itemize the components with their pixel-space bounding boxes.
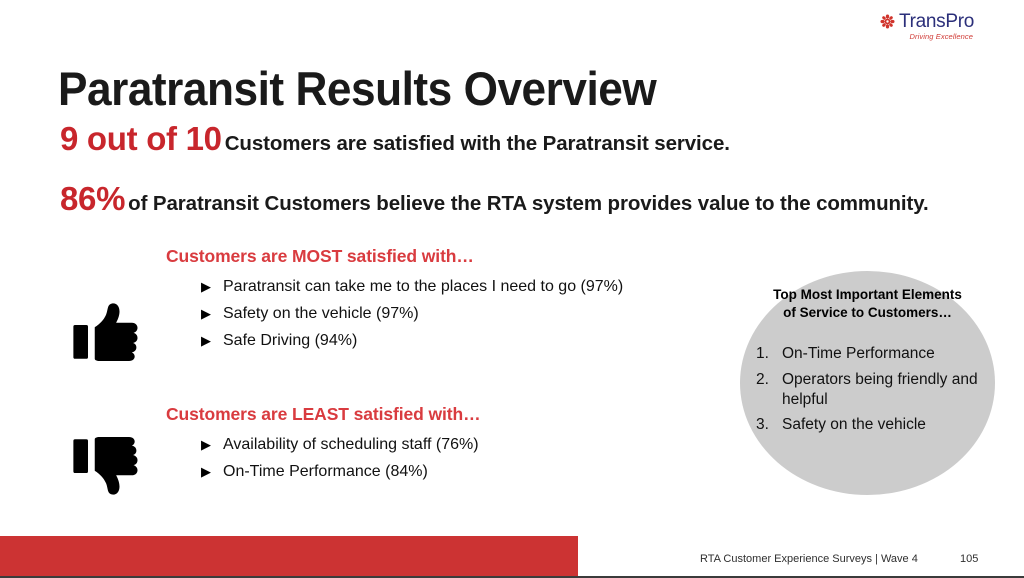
list-item: 3. Safety on the vehicle bbox=[752, 415, 985, 435]
logo-wordmark: TransPro bbox=[899, 11, 975, 32]
list-item-label: Operators being friendly and helpful bbox=[782, 370, 978, 408]
list-item-label: Availability of scheduling staff (76%) bbox=[223, 436, 479, 453]
thumbs-up-icon bbox=[70, 298, 142, 370]
triangle-bullet-icon: ▶ bbox=[201, 279, 211, 294]
least-satisfied-heading: Customers are LEAST satisfied with… bbox=[166, 404, 481, 424]
triangle-bullet-icon: ▶ bbox=[201, 333, 211, 348]
least-satisfied-block: Customers are LEAST satisfied with… ▶ Av… bbox=[166, 404, 481, 489]
stat-1-highlight: 9 out of 10 bbox=[60, 120, 222, 157]
stat-1-text: Customers are satisfied with the Paratra… bbox=[224, 132, 730, 155]
flower-gear-icon bbox=[880, 14, 895, 29]
footer-red-bar bbox=[0, 536, 578, 576]
top-elements-list: 1. On-Time Performance 2. Operators bein… bbox=[752, 344, 985, 441]
stat-line-1: 9 out of 10 Customers are satisfied with … bbox=[60, 120, 730, 158]
list-item: 1. On-Time Performance bbox=[752, 344, 985, 364]
stat-2-highlight: 86% bbox=[60, 180, 126, 217]
logo-row: TransPro bbox=[880, 12, 974, 31]
page-title: Paratransit Results Overview bbox=[58, 62, 657, 116]
list-item-label: On-Time Performance bbox=[782, 345, 935, 362]
list-item-number: 1. bbox=[756, 345, 769, 362]
most-satisfied-heading: Customers are MOST satisfied with… bbox=[166, 246, 474, 266]
list-item: ▶ Safe Driving (94%) bbox=[166, 331, 623, 350]
page-number: 105 bbox=[960, 553, 979, 565]
list-item-label: Safety on the vehicle (97%) bbox=[223, 305, 419, 322]
logo-tagline: Driving Excellence bbox=[909, 32, 974, 41]
most-satisfied-list: ▶ Paratransit can take me to the places … bbox=[166, 277, 623, 350]
footer-caption: RTA Customer Experience Surveys | Wave 4 bbox=[700, 553, 918, 565]
least-satisfied-list: ▶ Availability of scheduling staff (76%)… bbox=[166, 435, 481, 481]
list-item: ▶ Availability of scheduling staff (76%) bbox=[166, 435, 481, 454]
list-item-label: Safe Driving (94%) bbox=[223, 332, 358, 349]
stat-2-text: of Paratransit Customers believe the RTA… bbox=[128, 192, 929, 215]
triangle-bullet-icon: ▶ bbox=[201, 306, 211, 321]
list-item: ▶ On-Time Performance (84%) bbox=[166, 462, 481, 481]
top-elements-circle: Top Most Important Elements of Service t… bbox=[740, 271, 995, 495]
thumbs-down-icon bbox=[70, 428, 142, 500]
footer-divider bbox=[0, 576, 1024, 578]
list-item: ▶ Safety on the vehicle (97%) bbox=[166, 304, 623, 323]
most-satisfied-block: Customers are MOST satisfied with… ▶ Par… bbox=[166, 246, 623, 358]
list-item: ▶ Paratransit can take me to the places … bbox=[166, 277, 623, 296]
list-item: 2. Operators being friendly and helpful bbox=[752, 370, 985, 410]
top-elements-heading: Top Most Important Elements of Service t… bbox=[773, 287, 962, 320]
stat-line-2: 86% of Paratransit Customers believe the … bbox=[60, 180, 929, 218]
triangle-bullet-icon: ▶ bbox=[201, 437, 211, 452]
list-item-label: Paratransit can take me to the places I … bbox=[223, 278, 624, 295]
list-item-number: 2. bbox=[756, 370, 769, 388]
list-item-label: Safety on the vehicle bbox=[782, 416, 926, 434]
list-item-number: 3. bbox=[756, 416, 769, 434]
list-item-label: On-Time Performance (84%) bbox=[223, 463, 428, 480]
triangle-bullet-icon: ▶ bbox=[201, 464, 211, 479]
transpro-logo: TransPro Driving Excellence bbox=[880, 12, 974, 41]
